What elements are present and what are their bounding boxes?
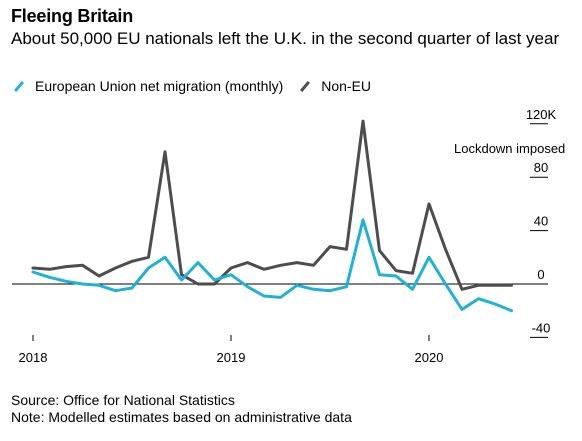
footer: Source: Office for National Statistics N…: [11, 392, 352, 426]
y-tick-label: 80: [534, 160, 548, 175]
x-tick-label: 2019: [217, 350, 246, 365]
x-tick-label: 2018: [19, 350, 48, 365]
source-note: Source: Office for National Statistics: [11, 392, 235, 408]
methodology-note: Note: Modelled estimates based on admini…: [11, 409, 352, 425]
chart-subtitle: About 50,000 EU nationals left the U.K. …: [11, 29, 560, 48]
legend-label-eu: European Union net migration (monthly): [35, 78, 284, 94]
legend-item-eu: European Union net migration (monthly): [11, 78, 283, 94]
y-tick-label: -40: [532, 320, 551, 335]
annotation-lockdown: Lockdown imposed: [454, 141, 565, 156]
x-tick-label: 2020: [415, 350, 444, 365]
y-tick-label: 0: [537, 267, 544, 282]
legend-item-non-eu: Non-EU: [297, 78, 371, 94]
legend-label-non-eu: Non-EU: [321, 78, 372, 94]
series-line-non-eu: [31, 119, 513, 291]
chart-title: Fleeing Britain: [11, 6, 134, 26]
series-line-eu: [31, 218, 513, 313]
y-tick-label: 120K: [526, 107, 557, 122]
legend: European Union net migration (monthly) N…: [11, 78, 385, 94]
y-tick-label: 40: [534, 214, 548, 229]
